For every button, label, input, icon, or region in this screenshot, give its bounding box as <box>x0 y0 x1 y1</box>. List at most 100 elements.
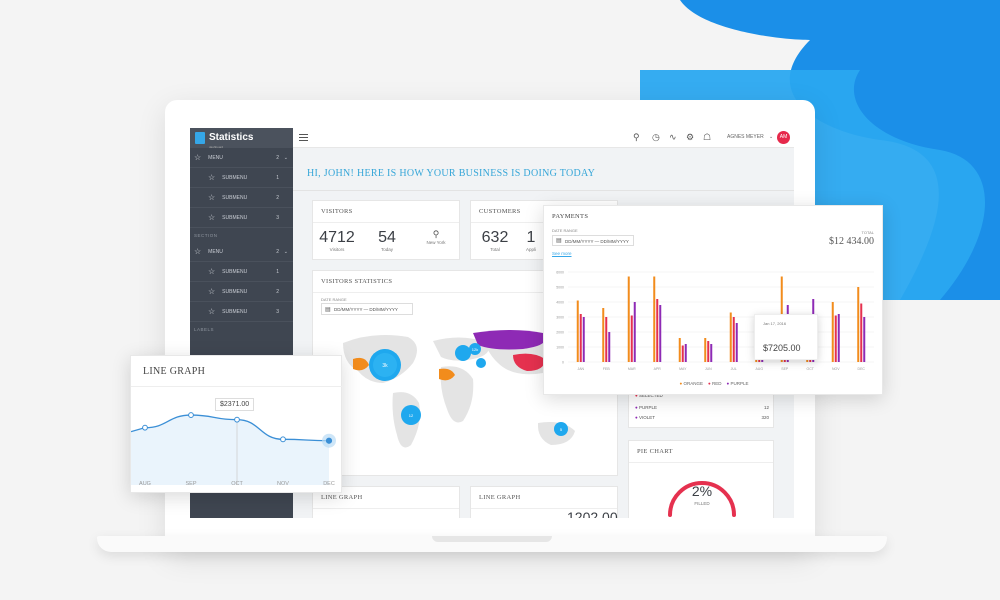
pie-gauge <box>668 481 736 517</box>
stat-value: 632 <box>481 229 509 246</box>
legend-marker: ● <box>726 381 730 386</box>
brand[interactable]: Statistics dashboard <box>190 128 293 149</box>
bar <box>579 314 582 362</box>
map-bubble[interactable] <box>554 422 568 436</box>
map-bubble[interactable] <box>401 405 421 425</box>
color-dot-icon: ● <box>635 415 638 420</box>
sidebar-submenu-1-3[interactable]: ☆ SUBMENU 3 <box>190 208 293 228</box>
stat-value: 1202.00 <box>567 509 618 518</box>
sidebar-submenu-1-1[interactable]: ☆ SUBMENU 1 <box>190 168 293 188</box>
laptop-base <box>97 536 887 552</box>
star-icon: ☆ <box>208 267 216 276</box>
y-tick-label: 0 <box>562 361 564 365</box>
bar <box>608 332 611 362</box>
line-graph-chart: AUG SEP OCT NOV DEC <box>131 412 336 487</box>
payments-card: PAYMENTS DATE RANGE ▤ DD/MM/YYYY — DD/MM… <box>543 205 883 395</box>
bar <box>729 312 732 362</box>
notification-icon[interactable]: ☖ <box>703 132 712 142</box>
x-tick-label: JUL <box>731 367 737 371</box>
legend-label: ORANGE <box>683 381 703 386</box>
settings-icon[interactable]: ⚙ <box>686 132 695 142</box>
sidebar-submenu-2-1[interactable]: ☆ SUBMENU 1 <box>190 262 293 282</box>
calendar-icon: ▤ <box>325 307 331 313</box>
bar <box>860 303 863 362</box>
total-label: TOTAL <box>861 230 874 235</box>
sidebar-submenu-count: 2 <box>276 288 279 295</box>
bar <box>831 302 834 362</box>
sidebar-submenu-label: SUBMENU <box>222 288 248 295</box>
x-tick-label: JAN <box>577 367 584 371</box>
bar <box>857 287 860 362</box>
sidebar-submenu-2-2[interactable]: ☆ SUBMENU 2 <box>190 282 293 302</box>
sidebar-menu-1[interactable]: ☆ MENU 2 ⌄ <box>190 148 293 168</box>
y-tick-label: 3000 <box>556 316 564 320</box>
bar <box>630 315 633 362</box>
color-dot-icon: ● <box>635 393 638 398</box>
x-tick-label: FEB <box>603 367 610 371</box>
list-item-label: SELECTED <box>638 393 663 398</box>
date-range-value: DD/MM/YYYY — DD/MM/YYYY <box>565 239 629 244</box>
chevron-down-icon: ⌄ <box>283 154 288 161</box>
map-bubble[interactable] <box>476 358 486 368</box>
sidebar-menu-2[interactable]: ☆ MENU 2 ⌄ <box>190 242 293 262</box>
avatar[interactable]: AM <box>777 131 790 144</box>
date-range-input[interactable]: ▤ DD/MM/YYYY — DD/MM/YYYY <box>321 303 413 315</box>
star-icon: ☆ <box>208 213 216 222</box>
sidebar-submenu-1-2[interactable]: ☆ SUBMENU 2 <box>190 188 293 208</box>
list-item: ● PURPLE 12 <box>635 405 769 410</box>
x-tick-label: DEC <box>858 367 866 371</box>
line-area <box>131 415 329 485</box>
bar <box>659 305 662 362</box>
total-value: $12 434.00 <box>829 236 874 247</box>
star-icon: ☆ <box>208 173 216 182</box>
x-tick-label: SEP <box>781 367 789 371</box>
date-range-label: DATE RANGE <box>552 228 578 233</box>
search-icon[interactable]: ⚲ <box>633 132 640 142</box>
bar <box>627 276 630 362</box>
star-icon: ☆ <box>208 193 216 202</box>
chevron-down-icon: ⌄ <box>283 248 288 255</box>
map-bubble[interactable] <box>469 343 481 355</box>
brand-subtitle: dashboard <box>209 145 224 149</box>
bar <box>656 299 659 362</box>
line-tooltip: $2371.00 <box>215 398 255 411</box>
calendar-icon: ▤ <box>556 238 562 244</box>
star-icon: ☆ <box>208 307 216 316</box>
stat-label: Visitors <box>329 247 345 252</box>
date-range-input[interactable]: ▤ DD/MM/YYYY — DD/MM/YYYY <box>552 235 634 246</box>
sidebar-submenu-2-3[interactable]: ☆ SUBMENU 3 <box>190 302 293 322</box>
y-tick-label: 1000 <box>556 346 564 350</box>
stat-label: Today <box>380 247 393 252</box>
chart-legend: ● ORANGE ● RED ● PURPLE <box>544 381 884 386</box>
stat-label: Total <box>490 247 500 252</box>
total-stat: 632 Total <box>475 229 515 252</box>
legend-marker: ● <box>708 381 711 386</box>
line-point <box>142 424 148 431</box>
card-title: LINE GRAPH <box>471 487 617 509</box>
tooltip-value: $7205.00 <box>763 343 801 353</box>
top-bar: ⚲ ◷ ∿ ⚙ ☖ AGNES MEYER ⌄ AM <box>293 128 794 148</box>
timer-icon[interactable]: ◷ <box>652 132 660 142</box>
activity-icon[interactable]: ∿ <box>669 132 677 142</box>
bar <box>707 341 710 362</box>
card-title: PAYMENTS <box>552 213 589 220</box>
map-bubble[interactable] <box>455 345 471 361</box>
x-tick-label: OCT <box>807 367 815 371</box>
brand-logo-icon <box>195 132 205 144</box>
location-pin-icon: ⚲ <box>432 229 440 239</box>
menu-icon[interactable] <box>299 134 308 141</box>
user-name[interactable]: AGNES MEYER <box>727 134 764 140</box>
date-range-label: DATE RANGE <box>321 297 347 302</box>
see-more-link[interactable]: See more <box>552 251 572 256</box>
star-icon: ☆ <box>194 247 202 256</box>
chevron-down-icon[interactable]: ⌄ <box>769 134 774 140</box>
bar <box>704 338 707 362</box>
location-stat: ⚲ New York <box>416 229 456 245</box>
sidebar-section-heading: SECTION <box>194 233 218 238</box>
bar <box>602 308 605 362</box>
bar <box>653 276 656 362</box>
line-graph-card: LINE GRAPH AUG SEP OCT NOV DEC $2371.00 <box>130 355 343 493</box>
color-dot-icon: ● <box>635 405 638 410</box>
applications-stat: 1 Appli <box>519 229 543 252</box>
bar <box>732 317 735 362</box>
